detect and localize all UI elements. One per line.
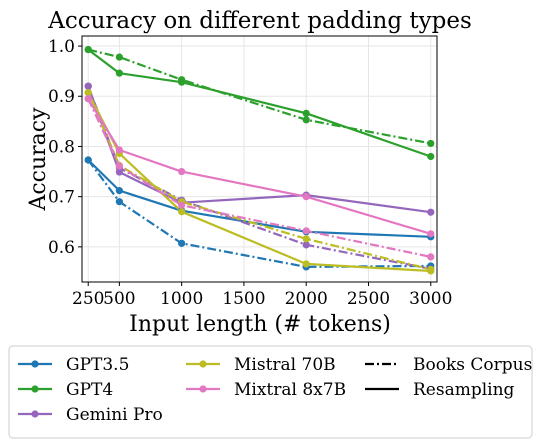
series-lines bbox=[87, 48, 432, 273]
data-point-mistral-70b bbox=[302, 260, 310, 268]
y-tick-label: 1.0 bbox=[48, 37, 75, 57]
legend-label-mixtral-8x7b: Mixtral 8x7B bbox=[234, 380, 346, 400]
legend-label-gemini-pro: Gemini Pro bbox=[66, 405, 163, 425]
series-line-gpt4-resampling bbox=[87, 48, 432, 158]
x-tick-label: 1500 bbox=[222, 289, 265, 309]
data-point-gpt3-5 bbox=[115, 198, 123, 206]
x-tick-label: 2500 bbox=[347, 289, 390, 309]
data-point-mistral-70b bbox=[84, 89, 92, 97]
legend-label-mistral-70b: Mistral 70B bbox=[234, 355, 336, 375]
legend-marker-mixtral-8x7b bbox=[199, 385, 207, 393]
data-point-mixtral-8x7b bbox=[115, 146, 123, 154]
y-tick-label: 0.8 bbox=[48, 137, 75, 157]
x-tick-label: 500 bbox=[103, 289, 135, 309]
data-point-gemini-pro bbox=[302, 241, 310, 249]
y-axis-label: Accuracy bbox=[26, 107, 51, 212]
data-point-mixtral-8x7b bbox=[427, 253, 435, 261]
legend-label-books-corpus: Books Corpus bbox=[413, 355, 532, 375]
legend-marker-gpt3-5 bbox=[31, 360, 39, 368]
legend-label-resampling: Resampling bbox=[413, 380, 515, 400]
legend-marker-mistral-70b bbox=[199, 360, 207, 368]
data-point-gemini-pro bbox=[115, 168, 123, 176]
x-tick-label: 1000 bbox=[160, 289, 203, 309]
data-point-gpt4 bbox=[84, 45, 92, 54]
series-line-gemini-pro-resampling bbox=[87, 85, 431, 214]
data-point-mistral-70b bbox=[427, 267, 435, 275]
series-line-mixtral-8x7b-books-corpus bbox=[87, 98, 432, 258]
y-tick-label: 0.9 bbox=[48, 87, 75, 107]
y-axis-ticks: 0.6 0.7 0.8 0.9 1.0 bbox=[48, 37, 82, 258]
data-point-gpt4 bbox=[302, 116, 310, 124]
data-point-gemini-pro bbox=[84, 82, 92, 90]
data-point-gpt4 bbox=[427, 152, 435, 161]
data-point-gpt4 bbox=[302, 109, 310, 117]
data-point-mixtral-8x7b bbox=[302, 193, 310, 201]
data-point-mistral-70b bbox=[178, 208, 186, 216]
x-tick-label: 2000 bbox=[285, 289, 328, 309]
legend-marker-gpt4 bbox=[31, 385, 39, 393]
data-point-gpt4 bbox=[115, 53, 123, 61]
chart-title: Accuracy on different padding types bbox=[47, 8, 472, 34]
legend-label-gpt3-5: GPT3.5 bbox=[66, 355, 129, 375]
series-line-gpt3-5-books-corpus bbox=[87, 159, 431, 268]
legend: GPT3.5 GPT4 Gemini Pro Mistral 70B Mixtral 8… bbox=[8, 345, 533, 439]
data-point-mixtral-8x7b bbox=[178, 167, 186, 176]
data-point-mixtral-8x7b bbox=[178, 201, 186, 209]
data-point-mistral-70b bbox=[302, 235, 310, 243]
data-point-mixtral-8x7b bbox=[115, 162, 123, 170]
data-point-gpt3-5 bbox=[178, 239, 186, 247]
data-point-gpt4 bbox=[178, 78, 186, 86]
y-tick-label: 0.6 bbox=[48, 238, 75, 258]
data-point-mixtral-8x7b bbox=[84, 95, 92, 103]
y-tick-label: 0.7 bbox=[48, 188, 75, 208]
x-tick-label: 3000 bbox=[409, 289, 452, 309]
x-tick-label: 250 bbox=[72, 289, 104, 309]
data-point-gpt4 bbox=[115, 69, 123, 77]
data-point-mixtral-8x7b bbox=[427, 230, 435, 238]
legend-box bbox=[8, 345, 533, 439]
data-point-gemini-pro bbox=[427, 208, 435, 216]
plot-frame bbox=[81, 35, 438, 283]
data-point-gpt3-5 bbox=[115, 187, 123, 195]
x-axis-label: Input length (# tokens) bbox=[129, 312, 391, 337]
series-markers bbox=[84, 45, 435, 275]
legend-marker-gemini-pro bbox=[31, 410, 39, 418]
series-line-mixtral-8x7b-resampling bbox=[87, 98, 432, 235]
data-point-gpt3-5 bbox=[84, 156, 92, 164]
data-point-gpt4 bbox=[427, 139, 435, 148]
legend-label-gpt4: GPT4 bbox=[66, 380, 113, 400]
data-point-mixtral-8x7b bbox=[302, 227, 310, 235]
